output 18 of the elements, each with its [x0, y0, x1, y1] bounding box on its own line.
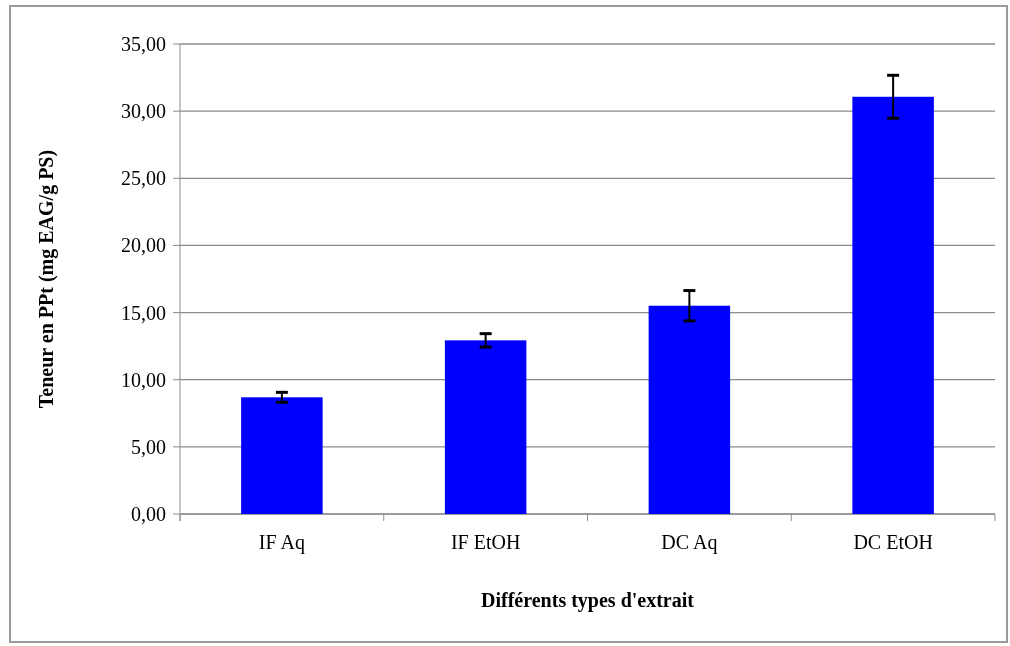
- bar: [444, 340, 527, 514]
- y-tick-label: 35,00: [121, 33, 166, 55]
- y-tick-label: 25,00: [121, 167, 166, 190]
- bar: [241, 397, 323, 514]
- y-tick-label: 20,00: [121, 234, 166, 257]
- x-tick-label: IF Aq: [258, 531, 305, 554]
- y-tick-label: 10,00: [121, 368, 166, 391]
- x-axis-title: Différents types d'extrait: [481, 589, 695, 612]
- y-tick-label: 30,00: [121, 100, 166, 123]
- bar: [648, 305, 731, 514]
- y-axis-title: Teneur en PPt (mg EAG/g PS): [35, 149, 58, 409]
- y-tick-label: 15,00: [121, 301, 166, 324]
- x-tick-label: IF EtOH: [450, 531, 521, 553]
- bar: [852, 96, 934, 514]
- x-tick-label: DC Aq: [661, 531, 718, 554]
- y-tick-label: 5,00: [131, 435, 166, 458]
- x-tick-label: DC EtOH: [853, 531, 933, 553]
- y-tick-label: 0,00: [131, 503, 166, 525]
